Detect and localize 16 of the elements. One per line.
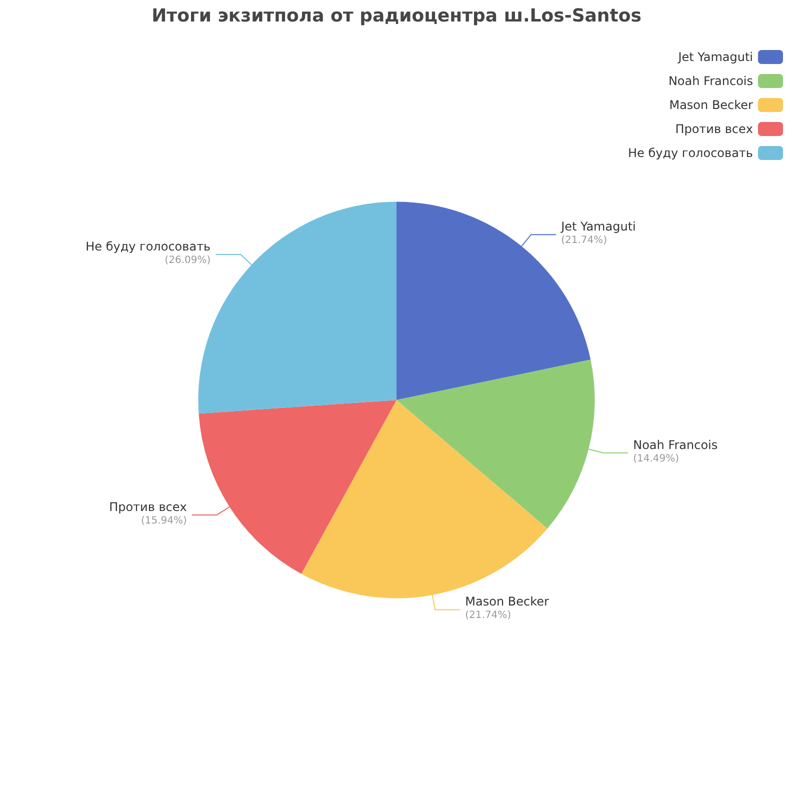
- data-label: (15.94%): [140, 515, 187, 526]
- slice-label: Noah Francois: [633, 438, 718, 452]
- data-label: (26.09%): [164, 254, 211, 266]
- slice-label: Против всех: [109, 500, 187, 514]
- data-label: (21.74%): [465, 610, 512, 622]
- data-label: (14.49%): [633, 453, 680, 464]
- legend-label: Mason Becker: [669, 98, 754, 112]
- legend-label: Noah Francois: [668, 74, 753, 88]
- data-label: (21.74%): [561, 235, 608, 246]
- slice-label: Jet Yamaguti: [560, 220, 636, 234]
- chart-title: Итоги экзитпола от радиоцентра ш.Los-Santos: [152, 6, 642, 26]
- legend-label: Против всех: [675, 122, 753, 136]
- legend-label: Jet Yamaguti: [677, 50, 753, 64]
- legend-label: Не буду голосовать: [628, 146, 753, 160]
- slice-label: Mason Becker: [465, 594, 549, 609]
- slice-label: Не буду голосовать: [86, 239, 211, 254]
